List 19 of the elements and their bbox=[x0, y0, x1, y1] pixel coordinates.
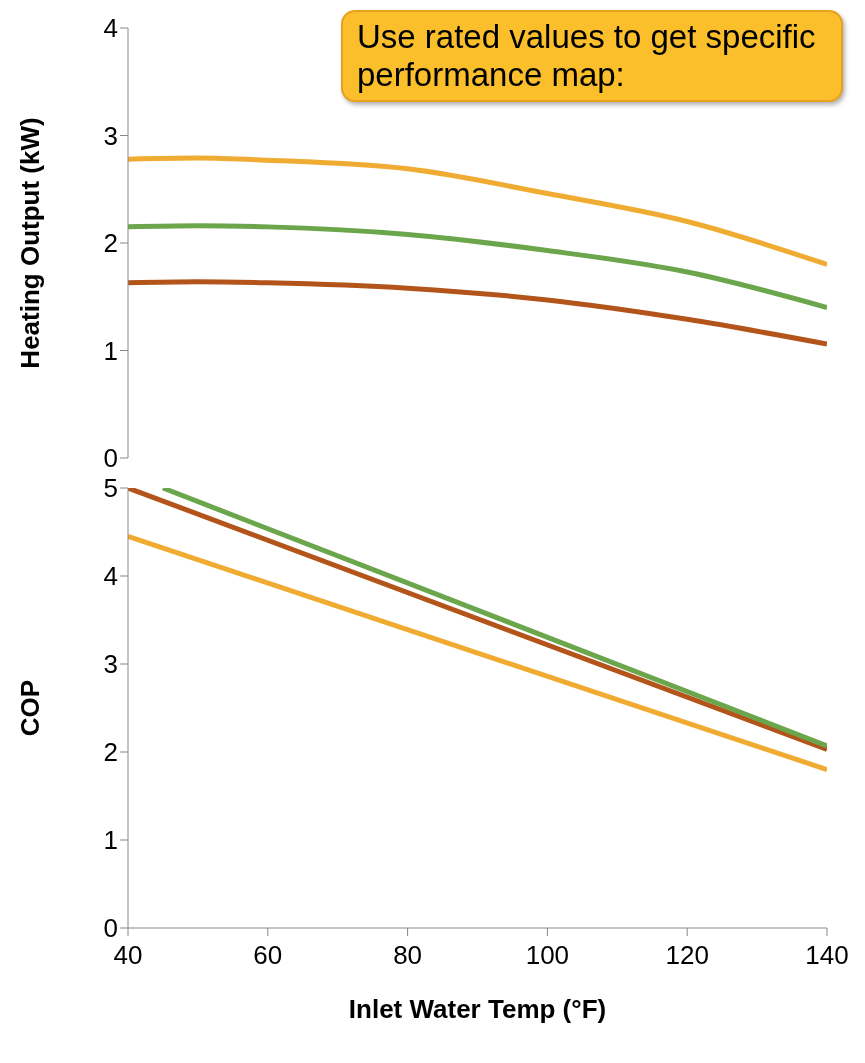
x-tick-label: 100 bbox=[525, 940, 570, 971]
y-tick-label: 1 bbox=[103, 335, 118, 366]
x-tick-label: 80 bbox=[393, 940, 423, 971]
y-tick-label: 3 bbox=[103, 120, 118, 151]
x-tick-label: 60 bbox=[253, 940, 283, 971]
y-tick-label: 0 bbox=[103, 443, 118, 474]
x-tick-label: 120 bbox=[665, 940, 709, 971]
x-axis-title: Inlet Water Temp (°F) bbox=[348, 994, 607, 1024]
y-tick-label: 4 bbox=[103, 13, 118, 44]
y-axis-title: COP bbox=[15, 679, 46, 737]
y-tick-label: 1 bbox=[103, 825, 118, 856]
y-tick-label: 5 bbox=[103, 473, 118, 504]
y-tick-label: 2 bbox=[103, 228, 118, 259]
y-axis-title: Heating Output (kW) bbox=[15, 117, 46, 369]
y-tick-label: 4 bbox=[103, 561, 118, 592]
annotation: Use rated values to get specific performance map: bbox=[341, 10, 843, 102]
y-tick-label: 2 bbox=[103, 737, 118, 768]
x-tick-label: 140 bbox=[805, 940, 849, 971]
y-tick-label: 3 bbox=[103, 649, 118, 680]
